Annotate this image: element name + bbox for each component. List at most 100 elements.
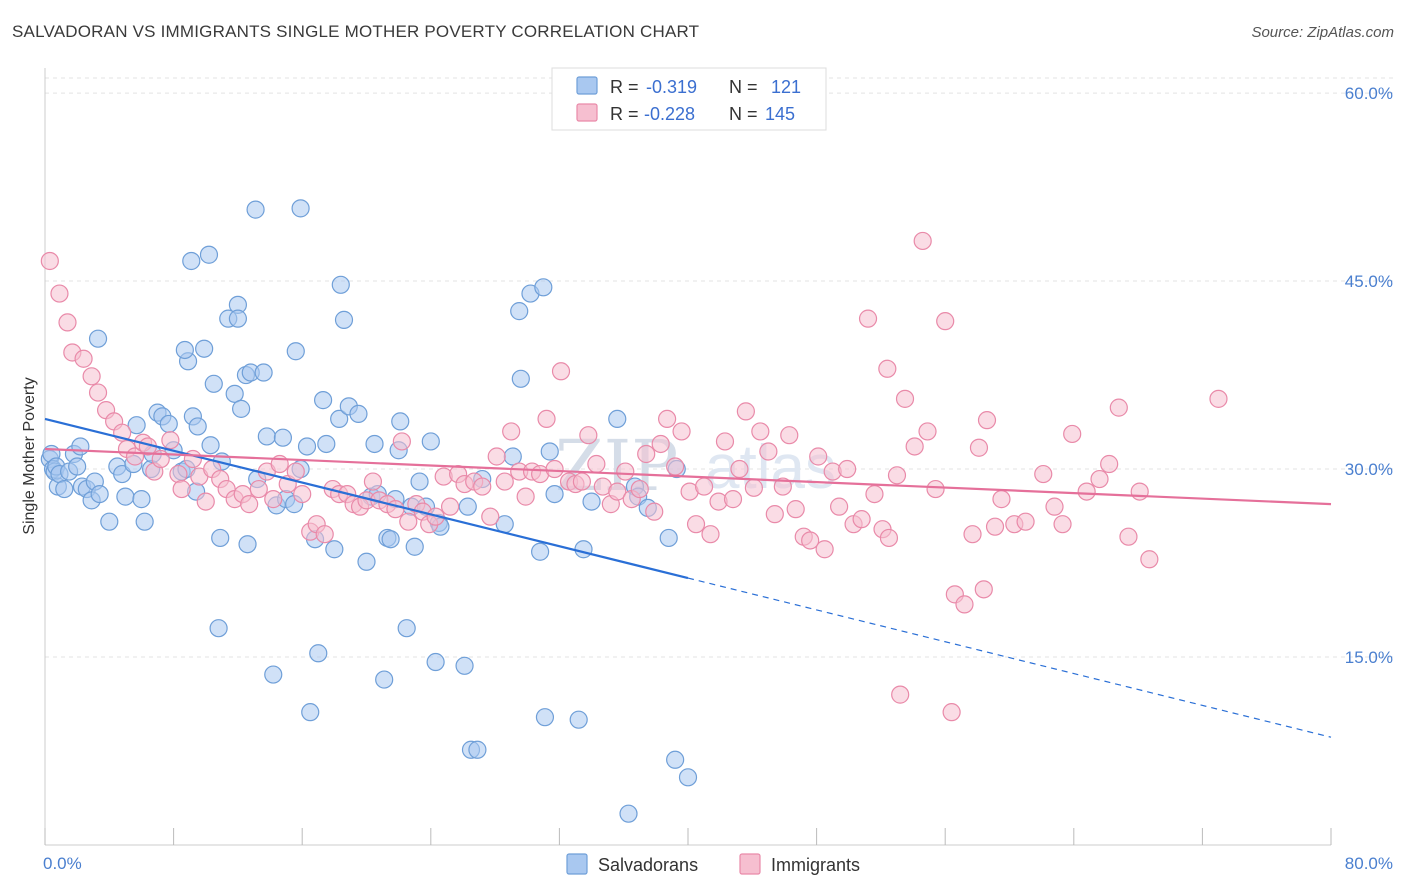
- salvadorans-point-25: [127, 416, 146, 435]
- y-tick-label-15: 15.0%: [1345, 648, 1393, 667]
- immigrants-point-100: [765, 505, 784, 524]
- salvadorans-point-100: [535, 708, 555, 727]
- immigrants-point-118: [895, 389, 915, 408]
- immigrants-point-17: [169, 464, 188, 484]
- immigrants-point-113: [858, 309, 878, 328]
- salvadorans-trend-extension: [687, 577, 1332, 738]
- salvadorans-point-104: [582, 492, 601, 511]
- salvadorans-point-84: [421, 432, 440, 451]
- immigrants-point-98: [751, 422, 770, 441]
- salvadorans-point-103: [574, 540, 593, 559]
- y-axis-title: Single Mother Poverty: [21, 377, 38, 534]
- salvadorans-point-97: [531, 542, 550, 561]
- y-tick-label-60: 60.0%: [1345, 84, 1393, 103]
- immigrants-point-142: [1130, 482, 1149, 501]
- salvadorans-point-67: [334, 310, 354, 329]
- salvadorans-point-124: [313, 391, 333, 410]
- immigrants-point-65: [516, 487, 535, 506]
- salvadorans-point-116: [182, 251, 201, 271]
- stats-legend: R = -0.319 N = 121 R = -0.228 N = 145: [551, 67, 827, 131]
- stats-legend-n-label-1: N =: [729, 77, 758, 97]
- salvadorans-point-50: [254, 363, 273, 382]
- immigrants-point-137: [1077, 482, 1096, 501]
- salvadorans-point-51: [257, 427, 276, 446]
- immigrants-point-147: [891, 685, 910, 704]
- immigrants-point-101: [773, 477, 792, 496]
- immigrants-point-59: [473, 477, 492, 496]
- stats-legend-r-label-2: R =: [610, 104, 639, 124]
- salvadorans-point-79: [397, 619, 416, 638]
- salvadorans-point-15: [90, 484, 109, 504]
- stats-legend-swatch-immigrants: [576, 103, 598, 122]
- salvadorans-point-88: [455, 656, 474, 675]
- immigrants-point-97: [744, 478, 764, 497]
- salvadorans-point-70: [357, 552, 376, 571]
- immigrants-point-16: [161, 431, 180, 450]
- salvadorans-point-59: [297, 437, 317, 456]
- salvadorans-point-94: [510, 302, 529, 321]
- immigrants-point-105: [801, 531, 820, 550]
- salvadorans-point-118: [228, 309, 247, 328]
- immigrants-point-110: [838, 459, 857, 479]
- salvadorans-point-90: [468, 740, 487, 759]
- stats-legend-r-value-2: -0.228: [644, 104, 695, 124]
- immigrants-point-78: [608, 482, 627, 501]
- immigrants-point-68: [537, 409, 556, 429]
- immigrants-point-125: [955, 595, 974, 614]
- salvadorans-point-22: [132, 490, 151, 509]
- immigrants-point-21: [196, 492, 215, 511]
- immigrants-point-28: [249, 479, 268, 499]
- immigrants-point-140: [1109, 398, 1128, 417]
- immigrants-point-135: [1053, 515, 1072, 534]
- immigrants-point-27: [240, 495, 259, 514]
- salvadorans-trend-line: [44, 417, 689, 580]
- y-tick-label-45: 45.0%: [1345, 272, 1393, 291]
- salvadorans-point-17: [100, 512, 119, 531]
- salvadorans-point-37: [201, 436, 220, 455]
- immigrants-point-133: [1034, 464, 1053, 484]
- legend-label-immigrants: Immigrants: [771, 855, 860, 875]
- immigrants-point-55: [440, 497, 460, 516]
- salvadorans-point-114: [246, 200, 265, 219]
- immigrants-point-139: [1100, 454, 1119, 474]
- immigrants-point-33: [286, 462, 305, 481]
- immigrants-point-126: [963, 525, 982, 544]
- immigrants-point-145: [878, 359, 897, 378]
- stats-legend-n-label-2: N =: [729, 104, 758, 124]
- immigrants-point-134: [1045, 497, 1064, 516]
- salvadorans-point-69: [349, 404, 368, 423]
- salvadorans-point-66: [331, 275, 350, 294]
- salvadorans-point-45: [232, 399, 251, 418]
- salvadorans-point-110: [659, 528, 678, 548]
- salvadorans-point-72: [365, 434, 384, 454]
- immigrants-point-119: [905, 437, 924, 456]
- salvadorans-point-98: [534, 278, 553, 297]
- stats-legend-r-label-1: R =: [610, 77, 639, 97]
- immigrants-point-138: [1090, 469, 1109, 489]
- legend-label-salvadorans: Salvadorans: [598, 855, 698, 875]
- salvadorans-point-57: [286, 342, 305, 361]
- salvadorans-point-81: [405, 537, 424, 556]
- immigrants-point-18: [172, 479, 191, 499]
- salvadorans-point-52: [264, 665, 283, 684]
- salvadorans-point-74: [375, 670, 394, 689]
- salvadorans-point-115: [291, 199, 310, 218]
- stats-legend-r-value-1: -0.319: [646, 77, 697, 97]
- y-tick-label-30: 30.0%: [1345, 460, 1393, 479]
- immigrants-point-81: [630, 479, 649, 499]
- salvadorans-point-63: [317, 434, 336, 454]
- immigrants-point-62: [495, 472, 514, 491]
- salvadorans-point-106: [619, 804, 638, 823]
- immigrants-point-148: [942, 703, 961, 722]
- legend-swatch-immigrants: [739, 853, 761, 875]
- immigrants-point-82: [637, 444, 656, 464]
- immigrants-point-30: [264, 490, 283, 509]
- immigrants-point-114: [865, 484, 884, 504]
- immigrants-point-4: [74, 349, 93, 368]
- immigrants-point-106: [809, 447, 828, 466]
- immigrants-point-129: [985, 517, 1005, 536]
- salvadorans-point-39: [209, 619, 228, 638]
- immigrants-point-70: [551, 362, 571, 381]
- salvadorans-point-10: [68, 457, 87, 476]
- stats-legend-swatch-salvadorans: [576, 76, 598, 95]
